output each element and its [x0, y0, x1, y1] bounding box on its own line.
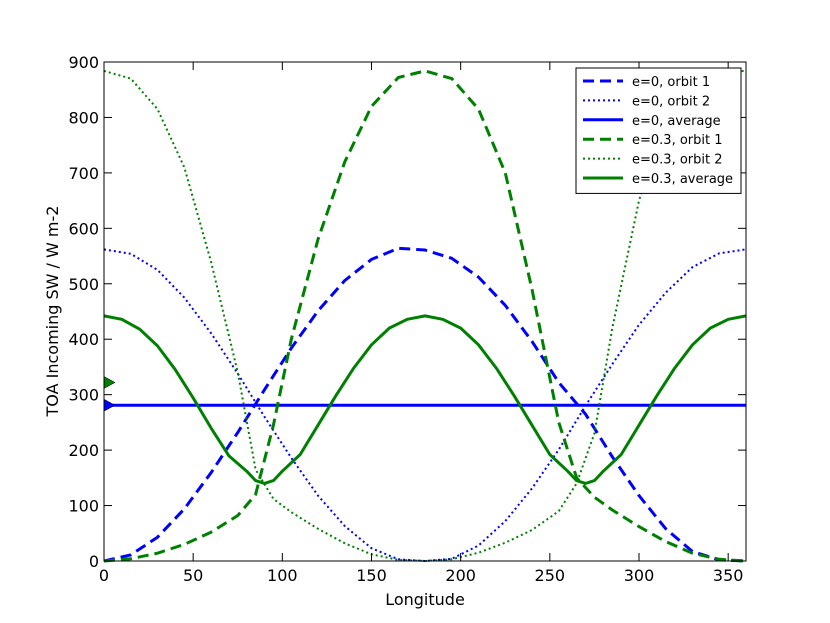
x-tick-label: 150	[356, 566, 387, 585]
legend-label-e-0-3-orbit-1: e=0.3, orbit 1	[632, 133, 723, 148]
y-tick-label: 0	[89, 552, 99, 571]
legend-label-e-0-orbit-2: e=0, orbit 2	[632, 94, 710, 109]
plot-frame	[103, 61, 747, 562]
legend-label-e-0-3-orbit-2: e=0.3, orbit 2	[632, 153, 723, 168]
series-line-e-0-3-orbit-1	[103, 69, 747, 563]
x-tick-label: 200	[445, 566, 476, 585]
y-axis-label: TOA Incoming SW / W m-2	[43, 206, 62, 418]
legend: e=0, orbit 1 e=0, orbit 2 e=0, average e=0.…	[575, 67, 742, 194]
x-tick-label: 50	[183, 566, 203, 585]
y-tick-label: 700	[68, 164, 99, 183]
y-tick-label: 200	[68, 441, 99, 460]
marker-layer	[103, 376, 116, 412]
x-tick-label: 350	[713, 566, 744, 585]
legend-label-e-0-3-average: e=0.3, average	[632, 172, 733, 187]
x-tick-label: 250	[535, 566, 566, 585]
x-tick-label: 0	[99, 566, 109, 585]
legend-label-e-0-orbit-1: e=0, orbit 1	[632, 75, 710, 90]
y-tick-label: 900	[68, 53, 99, 72]
y-tick-label: 800	[68, 108, 99, 127]
average-marker-2	[103, 398, 116, 412]
y-tick-label: 500	[68, 275, 99, 294]
series-line-e-0-3-average	[103, 314, 747, 485]
x-axis-label: Longitude	[385, 590, 465, 609]
legend-label-e-0-average: e=0, average	[632, 114, 721, 129]
x-tick-label: 100	[267, 566, 298, 585]
y-tick-label: 400	[68, 330, 99, 349]
y-tick-label: 600	[68, 219, 99, 238]
average-marker-1	[103, 376, 116, 389]
tick-layer: 0 50 100 150 200 250 300 350 0 100 200 300 400 500 600…	[68, 53, 746, 585]
series-line-e-0-orbit-1	[103, 246, 747, 563]
y-tick-label: 100	[68, 497, 99, 516]
x-tick-label: 300	[624, 566, 655, 585]
legend-box	[575, 67, 742, 194]
y-tick-label: 300	[68, 386, 99, 405]
series-layer	[103, 69, 747, 563]
